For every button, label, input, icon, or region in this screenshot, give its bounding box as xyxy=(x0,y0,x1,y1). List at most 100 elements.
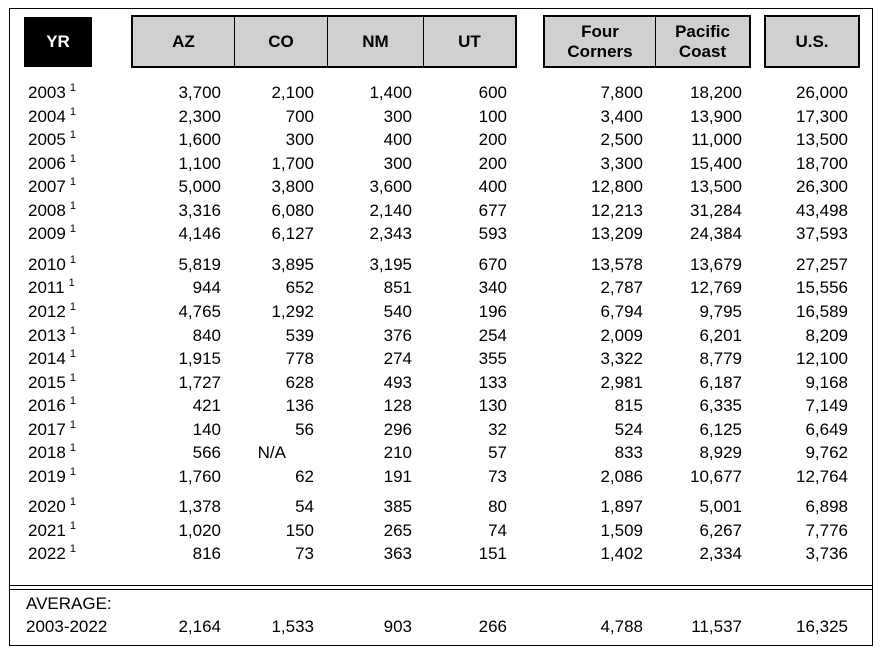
cell-az: 1,600 xyxy=(178,130,221,150)
table-row: 2010 1 5,819 3,895 3,195 670 13,578 13,679 27,25… xyxy=(0,253,883,276)
cell-az: 816 xyxy=(192,544,221,564)
cell-co: 628 xyxy=(285,372,314,392)
row-year-value: 2003 xyxy=(28,83,66,102)
cell-us: 43,498 xyxy=(796,200,848,220)
footnote-mark: 1 xyxy=(69,543,76,556)
cell-us: 7,149 xyxy=(805,396,848,416)
footnote-mark: 1 xyxy=(69,129,76,142)
cell-az: 566 xyxy=(192,443,221,463)
cell-four-corners: 815 xyxy=(614,396,643,416)
row-year-value: 2009 xyxy=(28,224,66,244)
footnote-mark: 1 xyxy=(69,465,76,478)
row-year-value: 2015 xyxy=(28,372,66,392)
cell-us: 6,898 xyxy=(805,497,848,517)
cell-four-corners: 833 xyxy=(614,443,643,463)
table-row: 2017 1 140 56 296 32 524 6,125 6,649 xyxy=(0,418,883,441)
footnote-mark: 1 xyxy=(69,199,76,212)
row-year-value: 2019 xyxy=(28,466,66,486)
header-az: AZ xyxy=(172,31,195,51)
cell-pacific-coast: 8,779 xyxy=(699,349,742,369)
cell-pacific-coast: 24,384 xyxy=(690,224,742,244)
row-year-value: 2012 xyxy=(28,301,66,321)
cell-co: 62 xyxy=(295,466,314,486)
footnote-mark: 1 xyxy=(69,176,76,189)
row-year-value: 2022 xyxy=(28,544,66,564)
table-frame xyxy=(9,8,873,646)
cell-co: 778 xyxy=(285,349,314,369)
cell-ut: 400 xyxy=(478,177,507,197)
row-year: 2011 1 xyxy=(28,276,75,302)
table-row: 2007 1 5,000 3,800 3,600 400 12,800 13,500 26,30… xyxy=(0,175,883,198)
row-year: 2021 1 xyxy=(28,519,76,545)
cell-nm: 128 xyxy=(383,396,412,416)
row-year: 2022 1 xyxy=(28,542,76,568)
cell-four-corners: 3,300 xyxy=(600,153,643,173)
cell-ut: 254 xyxy=(478,325,507,345)
row-year-value: 2016 xyxy=(28,396,66,416)
cell-us: 26,000 xyxy=(796,83,848,102)
cell-co: 150 xyxy=(285,520,314,540)
cell-us: 8,209 xyxy=(805,325,848,345)
cell-nm: 300 xyxy=(383,153,412,173)
row-year-value: 2011 xyxy=(28,278,65,298)
row-year: 2019 1 xyxy=(28,465,76,491)
cell-nm: 265 xyxy=(383,520,412,540)
row-year: 2008 1 xyxy=(28,199,76,225)
cell-nm: 1,400 xyxy=(369,83,412,102)
cell-nm: 300 xyxy=(383,106,412,126)
table-row: 2005 1 1,600 300 400 200 2,500 11,000 13,500 xyxy=(0,128,883,151)
cell-four-corners: 2,981 xyxy=(600,372,643,392)
cell-ut: 74 xyxy=(488,520,507,540)
cell-four-corners: 12,213 xyxy=(591,200,643,220)
cell-nm: 400 xyxy=(383,130,412,150)
cell-pacific-coast: 2,334 xyxy=(699,544,742,564)
cell-pacific-coast: 13,900 xyxy=(690,106,742,126)
table-row: 2014 1 1,915 778 274 355 3,322 8,779 12,100 xyxy=(0,347,883,370)
cell-co: 700 xyxy=(285,106,314,126)
us-header: U.S. xyxy=(764,15,860,68)
cell-ut: 80 xyxy=(488,497,507,517)
table-row: 2021 1 1,020 150 265 74 1,509 6,267 7,776 xyxy=(0,519,883,542)
table-row: 2011 1 944 652 851 340 2,787 12,769 15,556 xyxy=(0,276,883,299)
cell-co: 6,127 xyxy=(271,224,314,244)
row-year: 2005 1 xyxy=(28,128,76,154)
cell-us: 37,593 xyxy=(796,224,848,244)
row-year-value: 2008 xyxy=(28,200,66,220)
row-year-value: 2018 xyxy=(28,443,66,463)
footnote-mark: 1 xyxy=(69,223,76,236)
row-year: 2006 1 xyxy=(28,152,76,178)
footer-divider-2 xyxy=(9,589,873,590)
cell-az: 5,819 xyxy=(178,254,221,274)
cell-ut: 57 xyxy=(488,443,507,463)
cell-nm: 274 xyxy=(383,349,412,369)
row-year: 2016 1 xyxy=(28,394,76,420)
cell-nm: 540 xyxy=(383,301,412,321)
cell-co: 6,080 xyxy=(271,200,314,220)
table-row: 2019 1 1,760 62 191 73 2,086 10,677 12,764 xyxy=(0,465,883,488)
cell-four-corners: 524 xyxy=(614,419,643,439)
cell-us: 3,736 xyxy=(805,544,848,564)
cell-nm: 210 xyxy=(383,443,412,463)
footer-divider xyxy=(9,585,873,586)
row-year-value: 2014 xyxy=(28,349,66,369)
header-pacific-coast: Pacific Coast xyxy=(655,17,749,66)
cell-nm: 2,140 xyxy=(369,200,412,220)
footnote-mark: 1 xyxy=(69,418,76,431)
average-nm: 903 xyxy=(383,617,412,636)
cell-az: 1,020 xyxy=(178,520,221,540)
cell-ut: 32 xyxy=(488,419,507,439)
cell-co: 539 xyxy=(285,325,314,345)
cell-four-corners: 3,400 xyxy=(600,106,643,126)
cell-four-corners: 12,800 xyxy=(591,177,643,197)
cell-us: 16,589 xyxy=(796,301,848,321)
cell-az: 4,146 xyxy=(178,224,221,244)
cell-ut: 130 xyxy=(478,396,507,416)
row-year: 2013 1 xyxy=(28,324,76,350)
cell-nm: 2,343 xyxy=(369,224,412,244)
cell-us: 9,762 xyxy=(805,443,848,463)
cell-az: 3,700 xyxy=(178,83,221,102)
row-year-value: 2010 xyxy=(28,254,66,274)
cell-nm: 296 xyxy=(383,419,412,439)
cell-nm: 493 xyxy=(383,372,412,392)
row-year-value: 2021 xyxy=(28,520,66,540)
